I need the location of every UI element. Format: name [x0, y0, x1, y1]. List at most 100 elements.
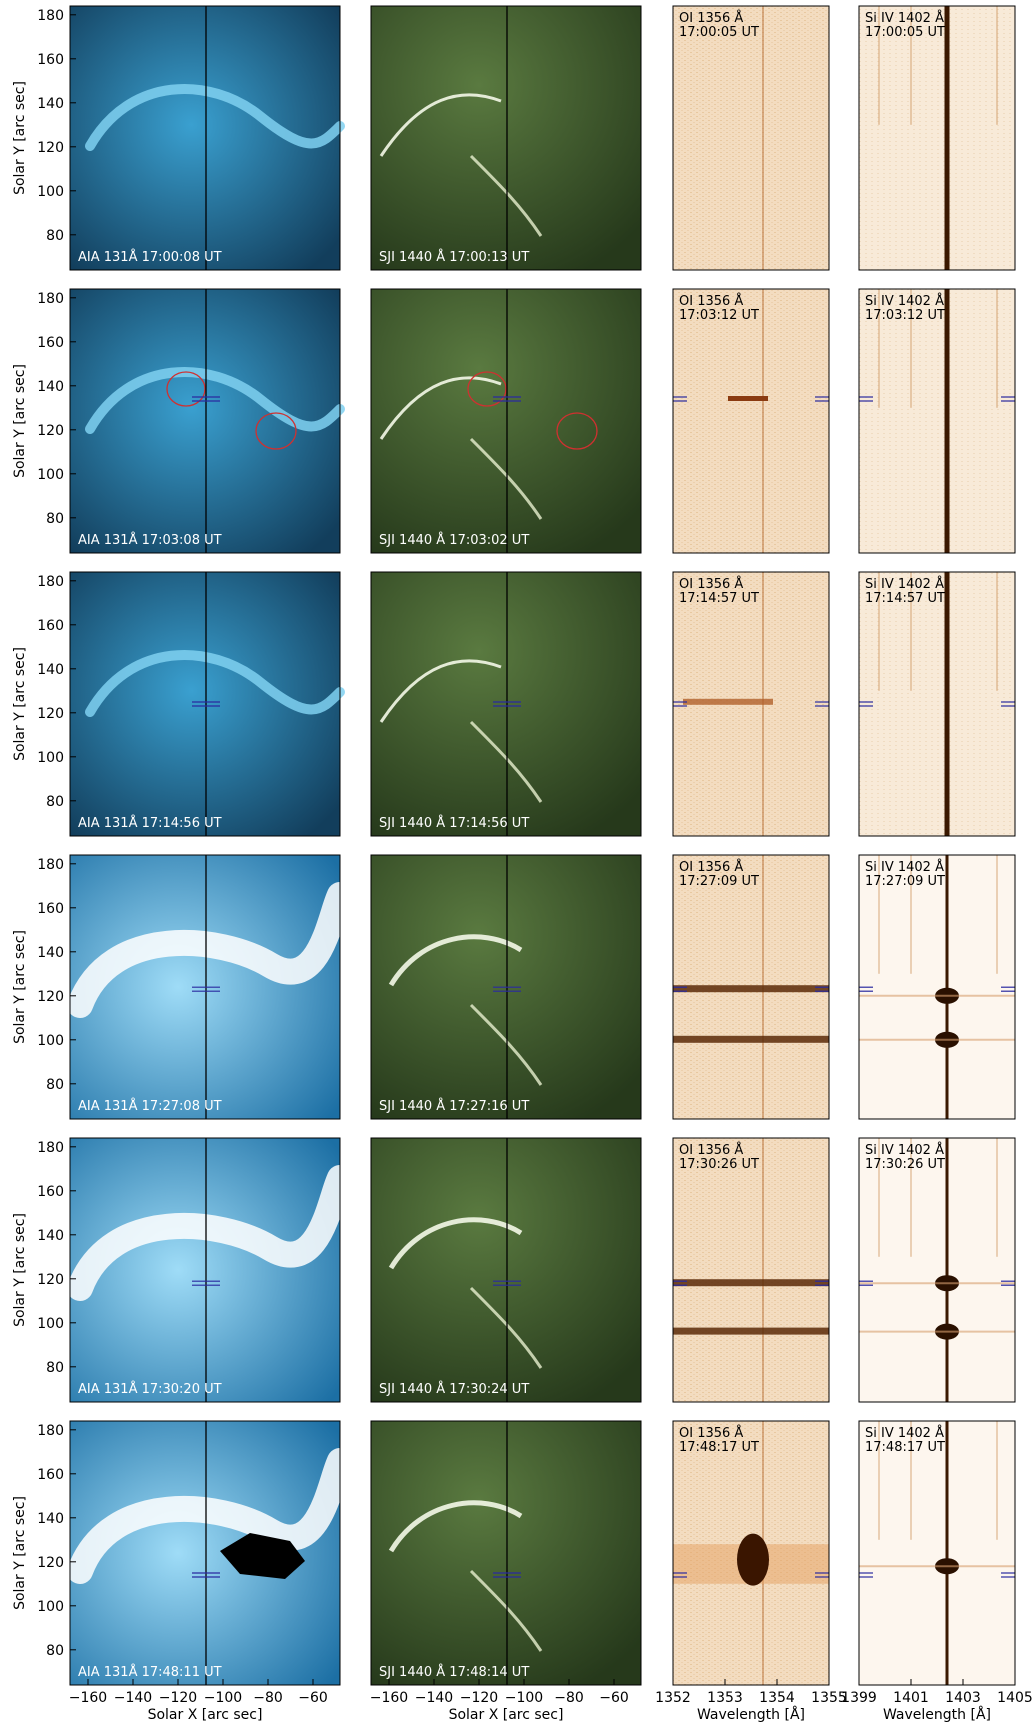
y-tick-label: 160: [37, 901, 64, 917]
si-line-label: Si IV 1402 Å: [865, 1425, 944, 1441]
sji-panel-label: SJI 1440 Å 17:03:02 UT: [379, 532, 529, 548]
oi-line-label: OI 1356 Å: [679, 859, 743, 875]
y-axis-label: Solar Y [arc sec]: [12, 1213, 28, 1327]
x-tick-label: −60: [298, 1690, 328, 1706]
oi-flare-kernel: [737, 1533, 769, 1586]
oi-panel-frame: [672, 854, 830, 1120]
aia-loop-structure: [85, 367, 345, 434]
sji-panel-label: SJI 1440 Å 17:14:56 UT: [379, 815, 529, 831]
sji-panel-label: SJI 1440 Å 17:27:16 UT: [379, 1098, 529, 1114]
si-time-label: 17:27:09 UT: [865, 874, 945, 889]
oi-spectrum-background: [673, 1138, 829, 1402]
oi-1356-spectrum-panel: OI 1356 Å17:03:12 UT: [672, 288, 830, 554]
figure-row: AIA 131Å 17:03:08 UT SJI 1440 Å 17:03:02 …: [12, 288, 1016, 554]
si-iv-1402-spectrum-panel: Si IV 1402 Å17:00:05 UT: [858, 5, 1016, 271]
oi-time-label: 17:00:05 UT: [679, 25, 759, 40]
y-tick-label: 80: [46, 794, 64, 810]
sji-flare-ribbon: [469, 1569, 543, 1652]
sji-panel-label: SJI 1440 Å 17:00:13 UT: [379, 249, 529, 265]
aia-panel-frame: [69, 5, 341, 271]
y-tick-label: 180: [37, 8, 64, 24]
wavelength-tick-label: 1355: [811, 1690, 847, 1706]
wavelength-tick-label: 1353: [707, 1690, 743, 1706]
y-tick-label: 160: [37, 52, 64, 68]
wavelength-tick-label: 1401: [893, 1690, 929, 1706]
y-tick-label: 120: [37, 989, 64, 1005]
si-time-label: 17:30:26 UT: [865, 1157, 945, 1172]
oi-panel-frame: [672, 5, 830, 271]
si-panel-frame: [858, 288, 1016, 554]
y-axis-label: Solar Y [arc sec]: [12, 930, 28, 1044]
si-spectrum-background: [859, 1421, 1015, 1685]
y-tick-label: 160: [37, 1184, 64, 1200]
contour-east-footpoint: [467, 371, 507, 407]
x-tick-label: −100: [204, 1690, 242, 1706]
si-time-label: 17:48:17 UT: [865, 1440, 945, 1455]
si-iv-1402-spectrum-panel: Si IV 1402 Å17:48:17 UT: [858, 1420, 1016, 1686]
sji-flare-ribbon: [379, 93, 502, 157]
oi-line-label: OI 1356 Å: [679, 1425, 743, 1441]
y-tick-label: 120: [37, 706, 64, 722]
oi-emission-kernel: [683, 698, 773, 705]
aia-panel-frame: [69, 288, 341, 554]
y-tick-label: 120: [37, 423, 64, 439]
y-tick-label: 80: [46, 1077, 64, 1093]
y-tick-label: 100: [37, 1033, 64, 1049]
oi-flare-emission-band: [673, 1279, 829, 1287]
aia-saturated-region: [220, 1533, 305, 1579]
aia-panel-label: AIA 131Å 17:27:08 UT: [78, 1098, 222, 1114]
aia-panel-label: AIA 131Å 17:48:11 UT: [78, 1664, 222, 1680]
sji-image-background: [371, 1138, 641, 1402]
sji-flare-ribbon: [469, 1003, 543, 1086]
oi-panel-frame: [672, 1137, 830, 1403]
oi-line-label: OI 1356 Å: [679, 293, 743, 309]
y-tick-label: 160: [37, 618, 64, 634]
y-tick-label: 140: [37, 1511, 64, 1527]
y-tick-label: 180: [37, 857, 64, 873]
si-spectrum-background: [859, 1138, 1015, 1402]
wavelength-tick-label: 1399: [841, 1690, 877, 1706]
x-tick-label: −160: [370, 1690, 408, 1706]
aia-131-panel: AIA 131Å 17:48:11 UT: [67, 1420, 353, 1686]
y-tick-label: 100: [37, 750, 64, 766]
wavelength-tick-label: 1354: [759, 1690, 795, 1706]
figure-row: AIA 131Å 17:48:11 UT SJI 1440 Å 17:48:14 …: [12, 1420, 1016, 1686]
aia-panel-frame: [69, 1420, 341, 1686]
aia-loop-structure: [67, 882, 353, 1018]
sji-flare-ribbon: [379, 376, 502, 440]
y-tick-label: 180: [37, 1140, 64, 1156]
y-tick-label: 80: [46, 228, 64, 244]
aia-131-panel: AIA 131Å 17:14:56 UT: [69, 571, 345, 837]
contour-west-footpoint: [556, 412, 598, 450]
y-tick-label: 140: [37, 662, 64, 678]
oi-line-label: OI 1356 Å: [679, 1142, 743, 1158]
x-tick-label: −120: [159, 1690, 197, 1706]
oi-emission-kernel: [728, 396, 768, 401]
wavelength-tick-label: 1403: [945, 1690, 981, 1706]
aia-panel-label: AIA 131Å 17:00:08 UT: [78, 249, 222, 265]
aia-loop-structure: [85, 650, 345, 717]
aia-image-background: [70, 1421, 340, 1685]
aia-131-panel: AIA 131Å 17:27:08 UT: [67, 854, 353, 1120]
y-axis-label: Solar Y [arc sec]: [12, 364, 28, 478]
sji-panel-label: SJI 1440 Å 17:30:24 UT: [379, 1381, 529, 1397]
sji-flare-ribbon: [379, 659, 502, 723]
wavelength-tick-label: 1352: [655, 1690, 691, 1706]
si-panel-frame: [858, 1420, 1016, 1686]
y-axis-label: Solar Y [arc sec]: [12, 1496, 28, 1610]
sji-panel-frame: [370, 5, 642, 271]
y-tick-label: 140: [37, 379, 64, 395]
x-tick-label: −120: [460, 1690, 498, 1706]
y-tick-label: 140: [37, 1228, 64, 1244]
y-tick-label: 160: [37, 335, 64, 351]
si-spectrum-background: [859, 855, 1015, 1119]
x-axis-label: Solar X [arc sec]: [449, 1707, 564, 1723]
oi-line-label: OI 1356 Å: [679, 576, 743, 592]
sji-image-background: [371, 572, 641, 836]
y-tick-label: 160: [37, 1467, 64, 1483]
y-tick-label: 120: [37, 1555, 64, 1571]
sji-1440-panel: SJI 1440 Å 17:30:24 UT: [370, 1137, 642, 1403]
oi-flare-emission-band: [673, 1035, 829, 1043]
y-tick-label: 140: [37, 945, 64, 961]
sji-image-background: [371, 289, 641, 553]
